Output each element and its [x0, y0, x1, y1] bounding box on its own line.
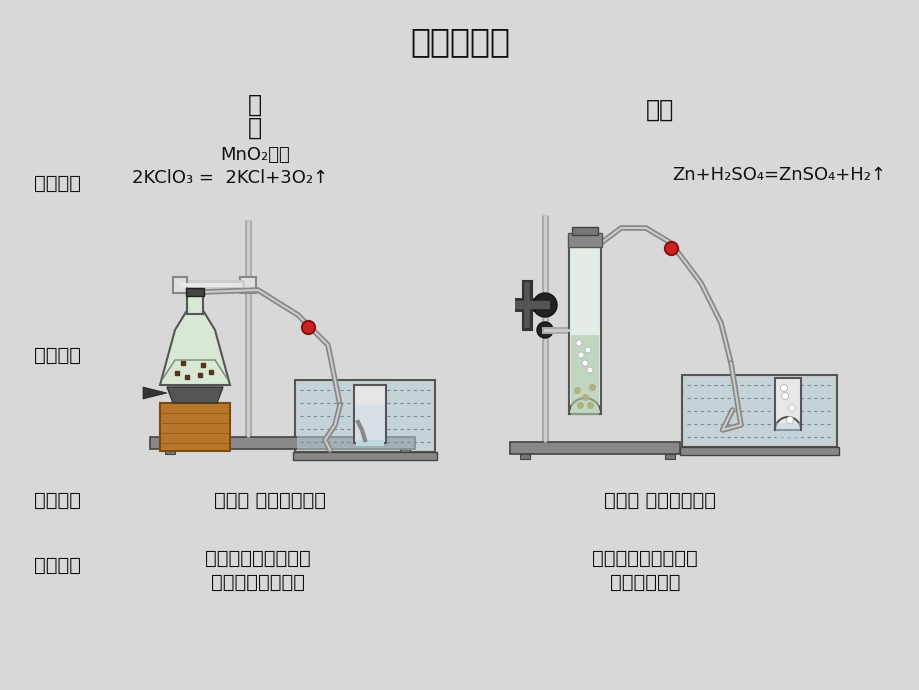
Text: 排水法 向上排空气法: 排水法 向上排空气法: [214, 491, 325, 509]
Text: MnO₂加热: MnO₂加热: [220, 146, 289, 164]
Text: 是否只生成水: 是否只生成水: [609, 573, 679, 591]
Bar: [354, 385, 386, 443]
Circle shape: [788, 404, 795, 411]
Circle shape: [779, 384, 787, 391]
Bar: [165, 449, 175, 454]
Circle shape: [780, 393, 788, 400]
Bar: [571, 335, 598, 415]
Bar: [150, 437, 414, 449]
Bar: [187, 292, 203, 314]
Text: 发生装置: 发生装置: [35, 346, 82, 364]
Circle shape: [577, 352, 584, 358]
Bar: [682, 375, 836, 447]
Polygon shape: [142, 387, 167, 399]
Circle shape: [575, 340, 582, 346]
Bar: [400, 449, 410, 454]
Bar: [664, 454, 675, 459]
Bar: [567, 233, 601, 247]
Text: 检验方法: 检验方法: [35, 555, 82, 575]
Circle shape: [582, 360, 587, 366]
Text: 氧: 氧: [247, 93, 262, 117]
Text: 排水法 向下排空气法: 排水法 向下排空气法: [604, 491, 715, 509]
Bar: [775, 423, 800, 438]
Bar: [186, 288, 204, 296]
Bar: [295, 380, 435, 452]
Text: 点燃，检验燃烧产物: 点燃，检验燃烧产物: [592, 549, 698, 567]
Bar: [355, 405, 384, 440]
Text: 2KClO₃ =  2KCl+3O₂↑: 2KClO₃ = 2KCl+3O₂↑: [131, 169, 328, 187]
Bar: [509, 442, 679, 454]
Bar: [519, 454, 529, 459]
Circle shape: [532, 293, 556, 317]
Bar: [684, 377, 834, 445]
Wedge shape: [568, 398, 600, 414]
Bar: [774, 378, 800, 430]
Text: 气: 气: [247, 116, 262, 140]
Bar: [292, 452, 437, 460]
Text: 反应原理: 反应原理: [35, 173, 82, 193]
Polygon shape: [160, 312, 230, 385]
Bar: [297, 382, 433, 450]
Text: 集气瓶，木条复燃: 集气瓶，木条复燃: [210, 573, 305, 591]
Text: 收集方法: 收集方法: [35, 491, 82, 509]
Bar: [240, 277, 255, 293]
Text: 将带火星的木条伸入: 将带火星的木条伸入: [205, 549, 311, 567]
Text: 氢气: 氢气: [645, 98, 674, 122]
Wedge shape: [774, 417, 800, 430]
Circle shape: [586, 367, 593, 373]
Bar: [568, 235, 600, 414]
Bar: [160, 403, 230, 451]
Text: 气体的制取: 气体的制取: [410, 26, 509, 59]
Circle shape: [537, 322, 552, 338]
Circle shape: [786, 417, 792, 424]
Bar: [173, 277, 187, 293]
Circle shape: [584, 347, 590, 353]
Bar: [356, 440, 383, 446]
Bar: [572, 227, 597, 235]
Text: Zn+H₂SO₄=ZnSO₄+H₂↑: Zn+H₂SO₄=ZnSO₄+H₂↑: [671, 166, 885, 184]
Polygon shape: [167, 387, 222, 403]
Bar: [680, 447, 839, 455]
